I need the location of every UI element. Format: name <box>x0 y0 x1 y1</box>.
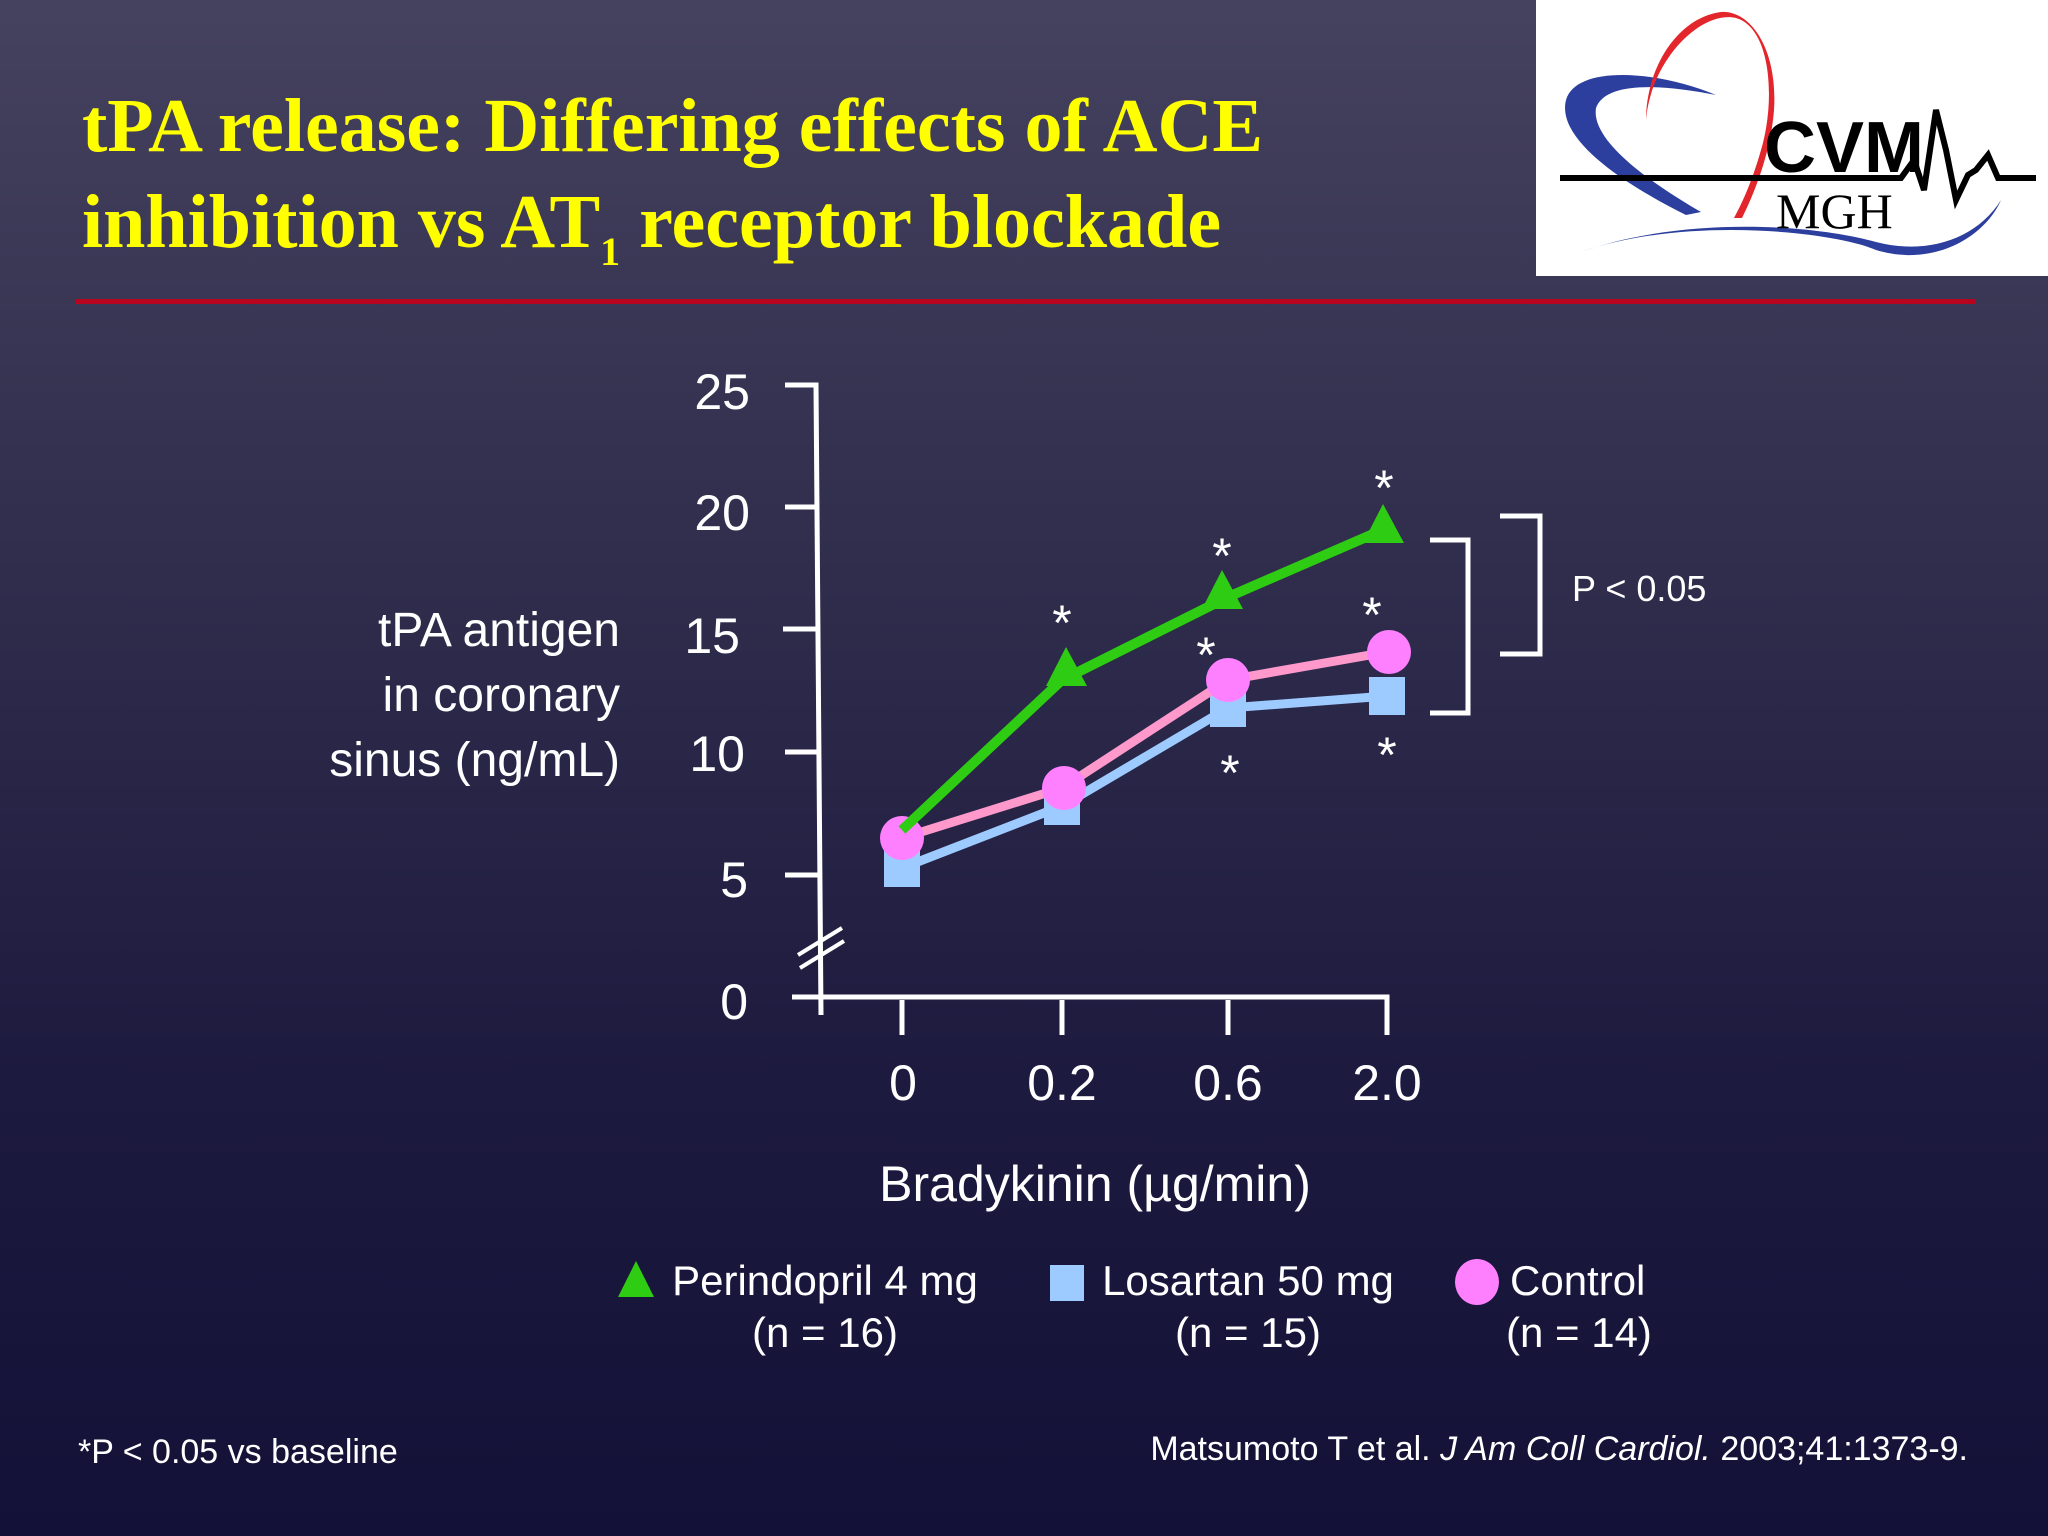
x-tick-label: 2.0 <box>1352 1055 1422 1111</box>
asterisk-marker: * <box>1052 595 1071 651</box>
x-axis-line <box>792 994 1390 1035</box>
bracket-inner <box>1430 537 1471 716</box>
series-line-control <box>900 647 1388 843</box>
significance-brackets <box>1430 513 1543 716</box>
triangle-marker-icon <box>618 1261 654 1297</box>
legend-n-label: (n = 14) <box>1506 1309 1652 1356</box>
circle-marker-icon <box>1455 1259 1499 1305</box>
asterisk-marker: * <box>1362 587 1381 643</box>
title-line-2: inhibition vs AT1 receptor blockade <box>82 174 1502 272</box>
y-tick-label: 15 <box>684 608 740 664</box>
logo-cvm-text: CVM <box>1764 108 1924 188</box>
y-axis-line <box>785 382 824 1016</box>
legend-label: Control <box>1510 1257 1646 1304</box>
citation-journal: J Am Coll Cardiol. <box>1440 1430 1711 1468</box>
title-line-2-start: inhibition vs AT <box>82 180 601 264</box>
axes <box>783 382 1390 1035</box>
series-line-losartan <box>900 691 1388 873</box>
p-value-annotation: P < 0.05 <box>1572 568 1707 609</box>
legend-item-perindopril: Perindopril 4 mg (n = 16) <box>618 1255 990 1359</box>
y-axis-label-line: tPA antigen <box>378 604 620 657</box>
axis-break-mark <box>796 926 844 957</box>
legend-item-control: Control (n = 14) <box>1452 1255 1662 1359</box>
logo-mgh-text: MGH <box>1776 183 1893 239</box>
legend-n-label: (n = 16) <box>752 1309 898 1356</box>
asterisk-marker: * <box>1377 727 1396 783</box>
asterisk-marker: * <box>1196 627 1215 683</box>
title-divider <box>75 299 1975 304</box>
y-axis-label: tPA antigen in coronary sinus (ng/mL) <box>240 598 620 793</box>
legend-n-label: (n = 15) <box>1175 1309 1321 1356</box>
x-tick-label: 0.2 <box>1027 1055 1097 1111</box>
x-axis-label: Bradykinin (µg/min) <box>879 1156 1311 1212</box>
y-tick-label: 5 <box>720 852 748 908</box>
y-tick-label: 10 <box>689 726 745 782</box>
legend-label: Losartan 50 mg <box>1102 1257 1394 1304</box>
y-tick-label: 20 <box>694 485 750 541</box>
footnote: *P < 0.05 vs baseline <box>78 1433 398 1471</box>
citation: Matsumoto T et al. J Am Coll Cardiol. 20… <box>1150 1430 1968 1469</box>
y-tick-label: 0 <box>720 974 748 1030</box>
axis-break-mark <box>798 939 846 970</box>
citation-authors: Matsumoto T et al. <box>1150 1430 1441 1468</box>
series-markers-losartan <box>884 677 1405 887</box>
y-tick-label: 25 <box>694 364 750 420</box>
bracket-outer <box>1500 513 1543 657</box>
title-subscript: 1 <box>600 229 621 274</box>
title-line-1: tPA release: Differing effects of ACE <box>82 84 1264 168</box>
series-line-perindopril <box>898 523 1389 834</box>
series-markers-perindopril <box>1046 504 1404 686</box>
x-tick-label: 0 <box>889 1055 917 1111</box>
title-line-2-end: receptor blockade <box>620 180 1222 264</box>
cvm-mgh-logo: CVM MGH <box>1536 0 2048 276</box>
y-axis-label-line: in coronary <box>382 669 620 722</box>
heart-ecg-logo-icon: CVM MGH <box>1560 11 2036 256</box>
legend-label: Perindopril 4 mg <box>672 1257 978 1304</box>
asterisk-marker: * <box>1212 528 1231 584</box>
significance-markers: * * * * * * * <box>1052 460 1396 801</box>
y-axis-label-line: sinus (ng/mL) <box>329 734 620 787</box>
x-tick-label: 0.6 <box>1193 1055 1263 1111</box>
square-marker-icon <box>1050 1265 1084 1301</box>
slide-title: tPA release: Differing effects of ACE in… <box>82 78 1502 272</box>
citation-details: 2003;41:1373-9. <box>1710 1430 1968 1468</box>
asterisk-marker: * <box>1220 745 1239 801</box>
asterisk-marker: * <box>1374 460 1393 516</box>
legend-item-losartan: Losartan 50 mg (n = 15) <box>1046 1255 1406 1359</box>
series-markers-control <box>880 630 1411 860</box>
